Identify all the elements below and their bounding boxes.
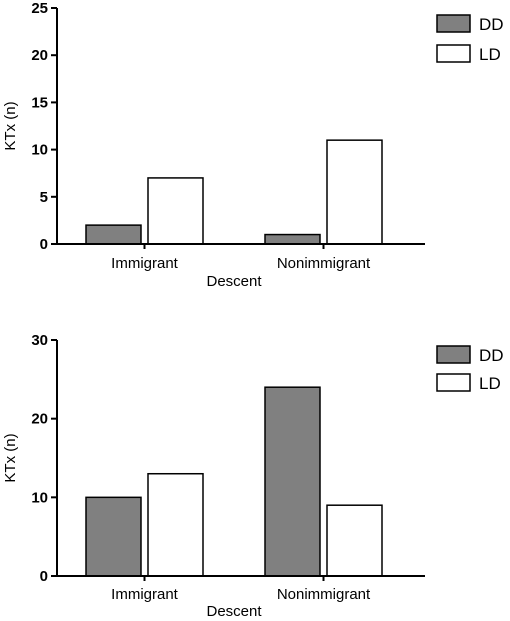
y-tick-label: 10 <box>31 489 48 506</box>
y-tick-label: 20 <box>31 411 48 428</box>
legend-swatch-dd <box>436 14 471 33</box>
x-category-label: Nonimmigrant <box>277 586 371 603</box>
bar-ld-immigrant <box>147 472 204 577</box>
y-tick-label: 15 <box>31 94 48 111</box>
y-tick-label: 30 <box>31 332 48 349</box>
y-tick-label: 0 <box>40 236 48 253</box>
y-tick-label: 0 <box>40 568 48 585</box>
bar-dd-immigrant <box>85 496 142 577</box>
chart-panel-2: 0 10 20 30 Immigrant Nonimmigrant Descent KTx (… <box>2 332 504 620</box>
y-tick-label: 5 <box>40 189 48 206</box>
bar-ld-nonimmigrant <box>326 504 383 577</box>
x-category-label: Immigrant <box>111 586 179 603</box>
x-axis-title: Descent <box>206 273 262 290</box>
y-axis-title: KTx (n) <box>2 433 19 482</box>
legend-swatch-dd <box>436 345 471 364</box>
y-axis-title: KTx (n) <box>2 101 19 150</box>
bar-ld-immigrant <box>147 177 204 245</box>
legend-label-ld: LD <box>479 374 501 393</box>
legend-label-dd: DD <box>479 15 504 34</box>
legend-swatch-ld <box>436 44 471 63</box>
x-category-label: Immigrant <box>111 255 179 272</box>
bar-ld-nonimmigrant <box>326 139 383 245</box>
bar-dd-immigrant <box>85 224 142 245</box>
bar-dd-nonimmigrant <box>264 386 321 577</box>
legend-swatch-ld <box>436 373 471 392</box>
x-axis-title: Descent <box>206 603 262 620</box>
legend-label-ld: LD <box>479 45 501 64</box>
y-tick-label: 25 <box>31 0 48 17</box>
legend-label-dd: DD <box>479 346 504 365</box>
y-tick-label: 20 <box>31 47 48 64</box>
chart-panel-1: 0 5 10 15 20 25 Immigrant Nonimmigrant Descent KT… <box>2 0 504 290</box>
bar-dd-nonimmigrant <box>264 233 321 245</box>
y-tick-label: 10 <box>31 142 48 159</box>
x-category-label: Nonimmigrant <box>277 255 371 272</box>
